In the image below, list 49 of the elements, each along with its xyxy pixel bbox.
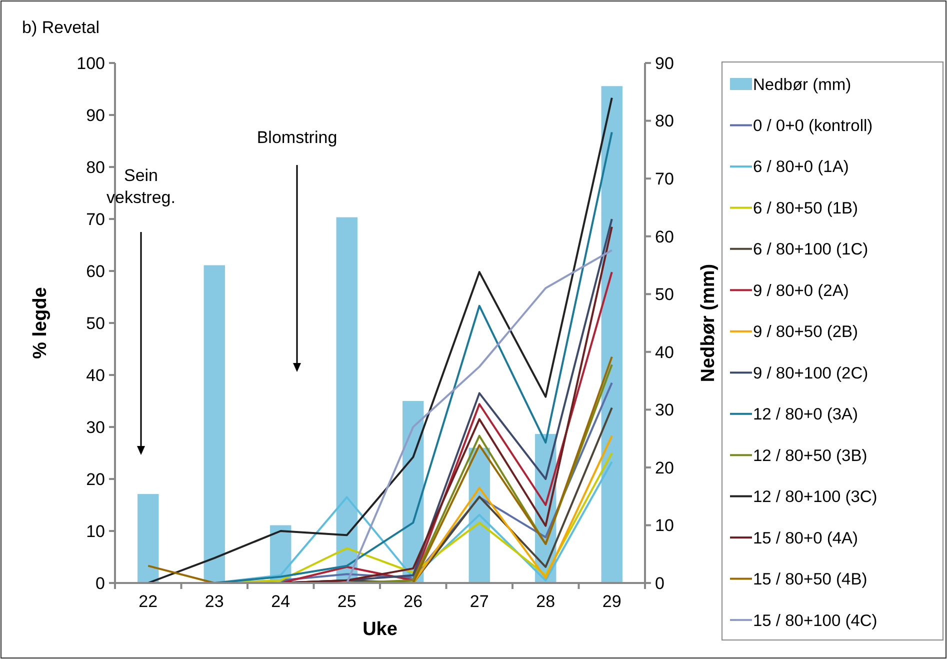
y-tick-label: 80 (86, 158, 105, 177)
y2-tick-label: 90 (655, 54, 674, 73)
y-tick-label: 90 (86, 106, 105, 125)
x-tick-label: 25 (337, 592, 356, 611)
y-tick-label: 70 (86, 210, 105, 229)
annotation: Blomstring (256, 128, 338, 147)
legend-label: 0 / 0+0 (kontroll) (753, 117, 873, 136)
legend-label: 9 / 80+100 (2C) (753, 364, 868, 382)
y-tick-label: 50 (86, 314, 105, 333)
x-tick-label: 22 (138, 592, 158, 611)
x-tick-label: 29 (602, 592, 622, 611)
legend-label: 12 / 80+50 (3B) (753, 446, 868, 465)
legend-label: 6 / 80+100 (1C) (753, 240, 868, 259)
x-tick-label: 26 (404, 592, 423, 611)
y2-tick-label: 0 (655, 574, 664, 593)
legend-label: 6 / 80+0 (1A) (753, 158, 849, 176)
legend-label: 6 / 80+50 (1B) (753, 199, 858, 218)
y-tick-label: 30 (86, 418, 105, 437)
y-tick-label: 0 (96, 574, 105, 593)
y-tick-label: 100 (76, 54, 105, 73)
y2-tick-label: 40 (655, 342, 674, 362)
legend-label: 15 / 80+0 (4A) (753, 529, 858, 548)
legend-label: 9 / 80+50 (2B) (753, 323, 858, 342)
legend-label: 15 / 80+100 (4C) (753, 612, 878, 630)
legend-label: 9 / 80+0 (2A) (753, 282, 849, 300)
x-tick-label: 23 (204, 592, 224, 611)
y-tick-label: 10 (86, 522, 105, 541)
y-tick-label: 60 (86, 262, 105, 281)
x-tick-label: 28 (536, 592, 556, 611)
y-tick-label: 40 (86, 366, 105, 385)
x-axis-title: Uke (362, 619, 398, 640)
y2-tick-label: 80 (655, 112, 674, 131)
chart-title: b) Revetal (22, 18, 100, 37)
annotation: Sein vekstreg. (106, 166, 176, 207)
y-axis-title: % legde (30, 287, 51, 359)
y2-tick-label: 10 (655, 516, 674, 536)
y2-tick-label: 60 (655, 227, 674, 246)
y2-tick-label: 20 (655, 458, 674, 478)
y2-tick-label: 30 (655, 400, 674, 420)
y-tick-label: 20 (86, 470, 105, 489)
legend-label: 15 / 80+50 (4B) (753, 570, 868, 589)
x-tick-label: 24 (271, 592, 290, 611)
y2-tick-label: 50 (655, 285, 674, 304)
x-tick-label: 27 (470, 592, 489, 611)
legend-label: 12 / 80+0 (3A) (753, 406, 858, 424)
y2-tick-label: 70 (655, 170, 674, 189)
legend-label: 12 / 80+100 (3C) (753, 488, 878, 506)
y2-axis-title: Nedbør (mm) (698, 264, 719, 382)
legend-label: Nedbør (mm) (753, 76, 852, 94)
